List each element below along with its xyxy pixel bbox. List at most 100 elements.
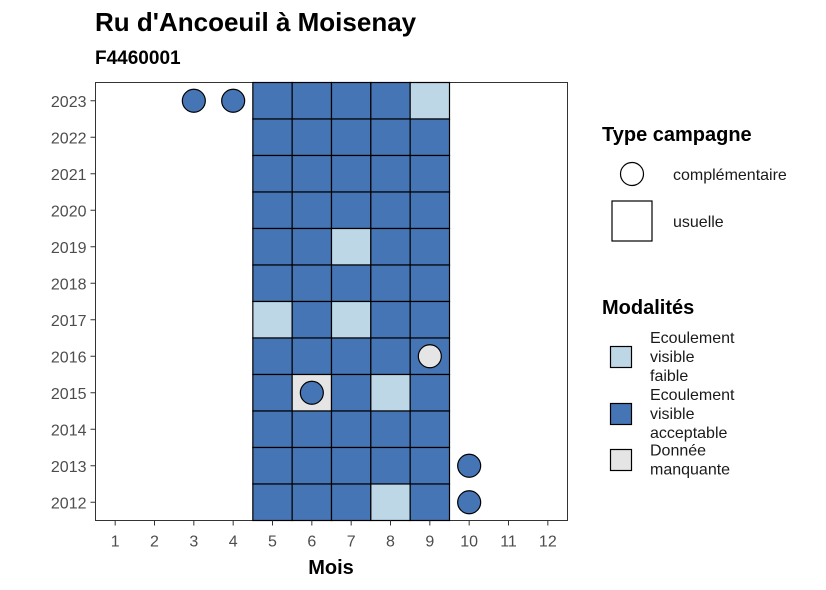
- cell-2019-6: [291, 227, 333, 266]
- y-tick-label-2013: 2013: [51, 459, 87, 476]
- legend-square-symbol: [611, 200, 653, 242]
- cell-2018-8: [370, 264, 411, 303]
- cell-2015-5: [252, 373, 293, 412]
- legend-label-ecoulement-visible-faible-1: visible: [650, 349, 695, 366]
- x-tick-label-11: 11: [500, 534, 517, 551]
- chart-title: Ru d'Ancoeuil à Moisenay: [95, 7, 417, 37]
- cell-2023-8: [370, 81, 411, 120]
- cell-2015-9: [409, 373, 451, 412]
- x-tick-label-5: 5: [268, 534, 277, 551]
- cell-2019-7: [330, 227, 372, 266]
- cell-2013-5: [252, 446, 293, 485]
- cell-2016-5: [252, 337, 293, 376]
- legend-label-ecoulement-visible-faible-2: faible: [650, 368, 688, 385]
- point-2015-6: [299, 380, 324, 405]
- y-tick-label-2017: 2017: [51, 313, 87, 330]
- cells-layer: [252, 81, 451, 522]
- cell-2019-8: [370, 227, 411, 266]
- y-tick-label-2022: 2022: [51, 130, 87, 147]
- legend-label-donnee-manquante-0: Donnée: [650, 443, 706, 460]
- cell-2021-7: [330, 154, 372, 193]
- legend-key-donnee-manquante: [609, 448, 633, 472]
- x-tick-label-10: 10: [460, 534, 478, 551]
- cell-2019-5: [252, 227, 293, 266]
- cell-2016-6: [291, 337, 333, 376]
- cell-2012-6: [291, 483, 333, 522]
- x-tick-label-3: 3: [189, 534, 198, 551]
- legend-key-ecoulement-visible-acceptable: [609, 402, 633, 426]
- legend-label-ecoulement-visible-faible-0: Ecoulement: [650, 330, 735, 347]
- cell-2013-8: [370, 446, 411, 485]
- point-2023-3: [181, 88, 206, 113]
- cell-2012-7: [330, 483, 372, 522]
- y-tick-label-2020: 2020: [51, 203, 87, 220]
- y-tick-label-2023: 2023: [51, 94, 87, 111]
- legend-modalites: Modalités Ecoulement visible faible Ecoulem…: [602, 297, 735, 479]
- cell-2016-8: [370, 337, 411, 376]
- cell-2013-6: [291, 446, 333, 485]
- cell-2012-8: [370, 483, 411, 522]
- point-2012-10: [457, 490, 482, 515]
- point-2023-4: [221, 88, 246, 113]
- cell-2013-7: [330, 446, 372, 485]
- legend-mod-title: Modalités: [602, 297, 694, 319]
- cell-2014-7: [330, 410, 372, 449]
- cell-2022-8: [370, 118, 411, 157]
- cell-2023-7: [330, 81, 372, 120]
- cell-2014-9: [409, 410, 451, 449]
- point-2016-9: [417, 344, 442, 369]
- cell-2015-8: [370, 373, 411, 412]
- cell-2018-5: [252, 264, 293, 303]
- legend-type-campagne: Type campagne complémentaire usuelle: [602, 124, 787, 242]
- cell-2012-9: [409, 483, 451, 522]
- point-2013-10: [457, 453, 482, 478]
- cell-2016-7: [330, 337, 372, 376]
- cell-2013-9: [409, 446, 451, 485]
- cell-2020-6: [291, 191, 333, 230]
- cell-2014-6: [291, 410, 333, 449]
- cell-2018-6: [291, 264, 333, 303]
- y-tick-label-2016: 2016: [51, 349, 87, 366]
- cell-2019-9: [409, 227, 451, 266]
- y-tick-label-2019: 2019: [51, 240, 87, 257]
- cell-2021-6: [291, 154, 333, 193]
- cell-2022-6: [291, 118, 333, 157]
- cell-2014-5: [252, 410, 293, 449]
- cell-2021-9: [409, 154, 451, 193]
- y-tick-label-2014: 2014: [51, 422, 87, 439]
- y-axis: 2012 2013 2014 2015 2016 2017 2018 2019 2020 2021…: [51, 94, 96, 512]
- legend-type-label-complementaire: complémentaire: [673, 167, 787, 184]
- cell-2017-6: [291, 300, 333, 339]
- cell-2018-9: [409, 264, 451, 303]
- cell-2012-5: [252, 483, 293, 522]
- cell-2017-9: [409, 300, 451, 339]
- cell-2020-9: [409, 191, 451, 230]
- x-tick-label-8: 8: [386, 534, 395, 551]
- y-tick-label-2021: 2021: [51, 167, 87, 184]
- x-tick-label-6: 6: [307, 534, 316, 551]
- points-layer: [181, 88, 482, 515]
- cell-2017-7: [330, 300, 372, 339]
- x-tick-label-4: 4: [229, 534, 238, 551]
- y-tick-label-2018: 2018: [51, 276, 87, 293]
- cell-2018-7: [330, 264, 372, 303]
- cell-2023-5: [252, 81, 293, 120]
- y-tick-label-2012: 2012: [51, 495, 87, 512]
- x-axis: 1 2 3 4 5 6 7 8 9 10 11 12: [111, 520, 557, 551]
- legend-label-ecoulement-visible-acceptable-1: visible: [650, 406, 695, 423]
- cell-2022-5: [252, 118, 293, 157]
- cell-2017-8: [370, 300, 411, 339]
- legend-type-label-usuelle: usuelle: [673, 214, 724, 231]
- legend-circle-symbol: [619, 161, 645, 187]
- legend-key-ecoulement-visible-faible: [609, 345, 633, 369]
- x-tick-label-12: 12: [539, 534, 557, 551]
- cell-2020-7: [330, 191, 372, 230]
- x-tick-label-2: 2: [150, 534, 159, 551]
- chart-subtitle: F4460001: [95, 48, 181, 69]
- cell-2017-5: [252, 300, 293, 339]
- cell-2021-8: [370, 154, 411, 193]
- cell-2021-5: [252, 154, 293, 193]
- cell-2022-7: [330, 118, 372, 157]
- x-tick-label-1: 1: [111, 534, 120, 551]
